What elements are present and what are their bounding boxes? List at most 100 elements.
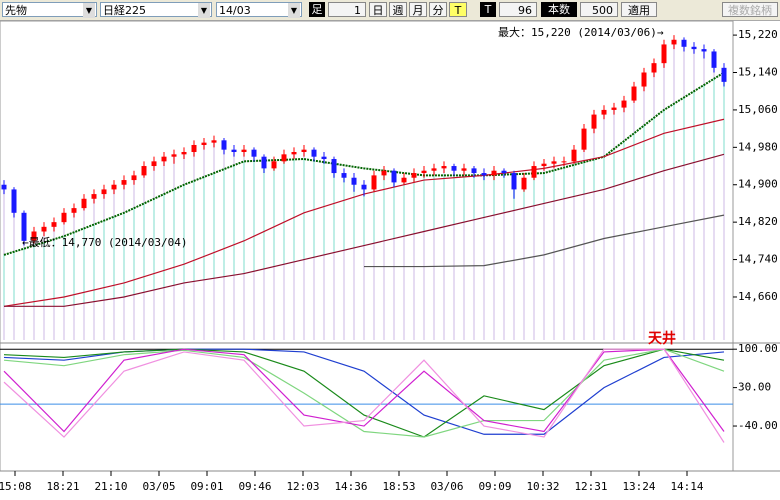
market-select[interactable]: 先物	[2, 2, 97, 18]
candle-body	[681, 39, 687, 47]
x-tick-label: 14:36	[334, 480, 367, 493]
candle-body	[61, 212, 67, 223]
x-tick-label: 12:03	[286, 480, 319, 493]
y-tick-label: 15,220	[738, 28, 778, 41]
min-annotation: ←最低：14,770 (2014/03/04)	[22, 236, 187, 249]
oscillator-line	[3, 348, 725, 443]
period-button[interactable]: 月	[409, 2, 427, 17]
candle-body	[451, 166, 457, 171]
candle-body	[541, 163, 547, 167]
candle-body	[101, 189, 107, 195]
candle-body	[441, 166, 447, 169]
candle-body	[411, 173, 417, 178]
candle-body	[31, 231, 37, 241]
candle-body	[351, 177, 357, 185]
candle-body	[481, 173, 487, 176]
x-tick-label: 09:01	[190, 480, 223, 493]
candle-body	[461, 168, 467, 171]
apply-button[interactable]: 適用	[621, 2, 657, 17]
y-tick-label: 14,660	[738, 290, 778, 303]
candle-body	[71, 208, 77, 213]
moving-average	[364, 214, 725, 268]
candle-body	[301, 149, 307, 153]
t-label: T	[480, 2, 496, 17]
plot-frame	[0, 20, 734, 472]
x-tick-label: 09:46	[238, 480, 271, 493]
x-tick-label: 14:14	[670, 480, 703, 493]
candle-body	[281, 154, 287, 162]
candle-body	[661, 44, 667, 64]
x-tick-label: 18:53	[382, 480, 415, 493]
month-select[interactable]: 14/03	[216, 2, 302, 18]
x-tick-label: 09:09	[478, 480, 511, 493]
candle-body	[251, 149, 257, 157]
candle-body	[381, 170, 387, 176]
x-tick-label: 12:31	[574, 480, 607, 493]
toolbar: 先物 日経225 14/03 足 1 日 週 月 分 T T 96 本数 500…	[0, 0, 780, 21]
candle-body	[181, 152, 187, 155]
x-tick-label: 03/05	[142, 480, 175, 493]
oscillator-line	[3, 348, 725, 438]
candle-body	[21, 212, 27, 241]
period-button[interactable]: T	[449, 2, 467, 17]
candle-body	[631, 86, 637, 101]
count[interactable]: 500	[580, 2, 618, 17]
candle-body	[671, 39, 677, 45]
y-tick-label: 100.00	[738, 342, 778, 355]
x-tick-label: 21:10	[94, 480, 127, 493]
period-button[interactable]: 週	[389, 2, 407, 17]
candle-body	[271, 161, 277, 169]
y-tick-label: -40.00	[738, 419, 778, 432]
candle-body	[51, 222, 57, 227]
x-tick-label: 18:21	[46, 480, 79, 493]
candle-body	[401, 177, 407, 183]
candle-body	[41, 226, 47, 232]
x-tick-label: 15:08	[0, 480, 32, 493]
candle-body	[141, 166, 147, 176]
candle-body	[81, 198, 87, 209]
candle-body	[531, 166, 537, 178]
candle-body	[701, 49, 707, 52]
candle-body	[591, 114, 597, 129]
candle-body	[391, 170, 397, 183]
candle-body	[241, 149, 247, 153]
y-tick-label: 14,980	[738, 140, 778, 153]
candle-body	[371, 175, 377, 190]
period-button[interactable]: 日	[369, 2, 387, 17]
multi-button[interactable]: 複数銘柄	[722, 2, 778, 17]
bar-label: 足	[309, 2, 325, 17]
index-select[interactable]: 日経225	[100, 2, 212, 18]
candle-body	[161, 156, 167, 162]
candle-body	[611, 107, 617, 110]
bar-count[interactable]: 1	[328, 2, 366, 17]
candle-body	[191, 144, 197, 153]
count-label: 本数	[541, 2, 577, 17]
x-tick-label: 10:32	[526, 480, 559, 493]
candle-body	[721, 67, 727, 82]
candle-body	[171, 154, 177, 157]
candle-body	[111, 184, 117, 190]
y-tick-label: 14,900	[738, 178, 778, 191]
candle-body	[641, 72, 647, 87]
candle-body	[361, 184, 367, 190]
period-button[interactable]: 分	[429, 2, 447, 17]
candle-body	[691, 46, 697, 50]
x-tick-label: 03/06	[430, 480, 463, 493]
candle-body	[291, 152, 297, 155]
candle-body	[261, 156, 267, 169]
y-tick-label: 15,140	[738, 66, 778, 79]
candle-body	[121, 180, 127, 185]
y-tick-label: 14,740	[738, 253, 778, 266]
candle-body	[501, 170, 507, 174]
candle-body	[1, 184, 7, 190]
candle-body	[711, 51, 717, 68]
candle-body	[151, 161, 157, 167]
candle-body	[521, 177, 527, 190]
candle-body	[621, 100, 627, 108]
candle-body	[321, 156, 327, 160]
oscillator-line	[3, 348, 725, 433]
t-value[interactable]: 96	[499, 2, 537, 17]
candle-body	[571, 149, 577, 162]
x-tick-label: 13:24	[622, 480, 655, 493]
